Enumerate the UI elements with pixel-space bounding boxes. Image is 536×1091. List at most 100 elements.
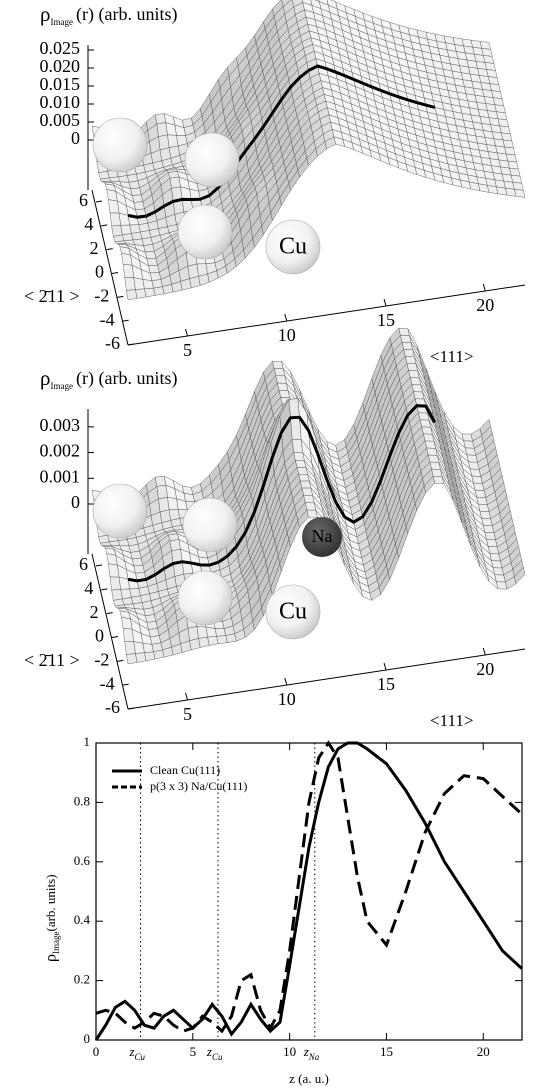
depth-tick-label: -4 (100, 309, 115, 329)
depth-tick-label: 0 (95, 626, 104, 646)
reference-subscript: Cu (135, 1052, 146, 1062)
z-tick-label: 0.003 (40, 415, 81, 435)
figure: ρImage(r) (arb. units)00.0050.0100.0150.… (0, 0, 536, 1091)
z-tick-label: 0.001 (40, 466, 81, 486)
atom-label: Na (312, 526, 333, 546)
mesh-cell (206, 627, 217, 637)
depth-tick (107, 249, 113, 250)
depth-tick-label: 4 (84, 578, 93, 598)
mesh-cell (126, 653, 137, 663)
mesh-cell (121, 617, 132, 629)
depth-tick-label: -6 (105, 697, 120, 717)
depth-axis-label: < 2̄11 > (24, 650, 80, 670)
mesh-cell (134, 565, 145, 573)
x-tick-label: 5 (183, 340, 192, 360)
mesh-cell (157, 485, 168, 499)
mesh-cell (132, 558, 143, 566)
mesh-cell (131, 551, 142, 559)
x-tick-label: 15 (377, 674, 395, 694)
depth-tick-label: -4 (100, 673, 115, 693)
mesh-cell (110, 213, 121, 226)
z-tick-label: 0 (71, 492, 80, 512)
x-tick (483, 284, 485, 291)
mesh-cell (167, 135, 178, 148)
legend-label: p(3 x 3) Na/Cu(111) (150, 779, 247, 793)
mesh-cell (190, 638, 201, 650)
depth-tick (117, 296, 123, 297)
mesh-cell (125, 642, 136, 655)
z-tick-label: 0.015 (40, 74, 81, 94)
mesh-cell (147, 258, 158, 266)
mesh-cell (226, 634, 237, 643)
depth-tick-label: 0 (95, 262, 104, 282)
mesh-cell (150, 272, 161, 280)
panel-title-subscript: Image (50, 381, 73, 391)
y-tick-label: 0.8 (74, 793, 90, 808)
cu-atom (93, 118, 147, 172)
panel-title: ρ (40, 366, 50, 390)
mesh-cell (131, 596, 142, 604)
mesh-cell (110, 577, 121, 590)
x-tick-label: 20 (476, 295, 494, 315)
depth-tick (123, 684, 129, 685)
cu-atom (178, 571, 232, 625)
cu-atom (178, 205, 232, 259)
mesh-cell (122, 233, 133, 240)
z-tick-label: 0 (71, 128, 80, 148)
x-tick-label: 10 (278, 325, 296, 345)
y-tick-label: 0.4 (74, 912, 91, 927)
x-tick-label: 15 (377, 310, 395, 330)
x-axis-label: <111> (430, 711, 473, 730)
z-tick-label: 0.020 (40, 56, 81, 76)
mesh-cell (107, 189, 118, 200)
x-tick (285, 314, 287, 321)
depth-tick (107, 613, 113, 614)
z-tick-label: 0.005 (40, 110, 81, 130)
y-tick-label: 0.2 (74, 972, 90, 987)
y-tick-label: 0 (84, 1031, 91, 1046)
mesh-cell (122, 597, 133, 604)
y-axis-label-subscript: Image (51, 932, 61, 955)
y-tick-label: 0.6 (74, 853, 91, 868)
depth-tick-label: -2 (94, 285, 109, 305)
depth-tick-label: 4 (84, 214, 93, 234)
x-tick (384, 299, 386, 306)
x-axis-label: z (a. u.) (289, 1071, 329, 1086)
mesh-cell (121, 225, 132, 235)
x-axis-label: <111> (430, 347, 473, 366)
depth-tick (101, 225, 107, 226)
mesh-cell (126, 289, 137, 299)
depth-tick (112, 637, 118, 638)
z-tick-label: 0.025 (40, 38, 81, 58)
depth-tick (96, 201, 102, 202)
mesh-cell (153, 650, 164, 659)
legend-label: Clean Cu(111) (150, 763, 220, 777)
mesh-cell (149, 629, 160, 637)
x-tick (186, 693, 188, 700)
mesh-cell (289, 399, 300, 418)
depth-tick-label: 2 (90, 602, 99, 622)
mesh-cell (112, 225, 123, 236)
mesh-cell (145, 251, 156, 258)
mesh-cell (144, 244, 155, 252)
mesh-cell (125, 278, 136, 291)
mesh-cell (134, 278, 145, 290)
mesh-cell (121, 589, 132, 599)
x-tick-label: 5 (183, 704, 192, 724)
x-tick-label: 10 (283, 1044, 296, 1059)
mesh-cell (170, 177, 181, 188)
mesh-cell (217, 636, 228, 644)
z-tick-label: 0.010 (40, 92, 81, 112)
mesh-cell (112, 589, 123, 600)
mesh-cell (121, 253, 132, 265)
depth-tick (123, 320, 129, 321)
mesh-cell (144, 652, 155, 661)
mesh-cell (134, 642, 145, 654)
mesh-cell (167, 497, 178, 510)
x-tick-label: 20 (476, 659, 494, 679)
depth-tick-label: -6 (105, 333, 120, 353)
x-tick-label: 20 (477, 1044, 490, 1059)
mesh-cell (123, 628, 134, 641)
mesh-cell (144, 608, 155, 616)
cu-atom (183, 498, 237, 552)
